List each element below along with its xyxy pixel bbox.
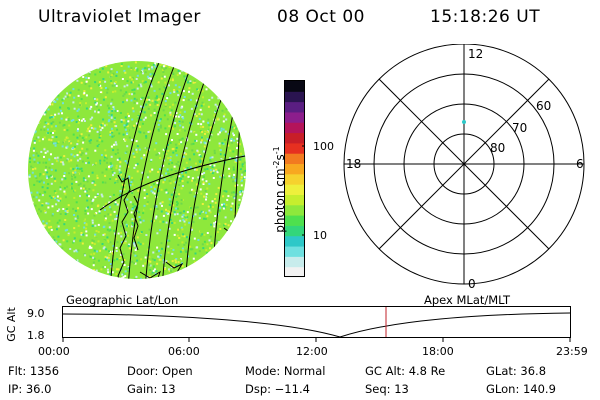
altplot-xticks	[62, 337, 571, 342]
caption-apex: Apex MLat/MLT	[424, 293, 511, 307]
colorbar-band	[285, 122, 304, 134]
spacecraft-position-marker	[462, 120, 466, 124]
colorbar-band	[285, 163, 304, 175]
polar-label-0: 0	[468, 277, 476, 291]
altplot-xtick-1200: 12:00	[296, 345, 328, 358]
colorbar-band	[285, 173, 304, 185]
altplot-ytick-1.8: 1.8	[27, 329, 45, 342]
altplot-xtick-1800: 18:00	[422, 345, 454, 358]
polar-label-12: 12	[468, 47, 483, 61]
info-gc-alt: GC Alt: 4.8 Re	[365, 364, 446, 378]
altplot-xtick-0000: 00:00	[38, 345, 70, 358]
altplot-frame	[62, 306, 571, 338]
info-gain: Gain: 13	[127, 382, 176, 396]
info-mode: Mode: Normal	[245, 364, 326, 378]
colorbar-band	[285, 246, 304, 257]
colorbar-unit-label: photon cm-2s-1	[271, 146, 287, 233]
colorbar-band	[285, 184, 304, 195]
colorbar-band	[285, 91, 304, 103]
info-ip: IP: 36.0	[8, 382, 52, 396]
info-glat: GLat: 36.8	[486, 364, 547, 378]
colorbar	[284, 80, 305, 278]
altplot-xtick-0600: 06:00	[168, 345, 200, 358]
colorbar-band	[285, 142, 304, 154]
time-label: 15:18:26 UT	[430, 7, 541, 27]
altitude-plot	[62, 306, 571, 342]
caption-geographic: Geographic Lat/Lon	[66, 293, 179, 307]
polar-diagonal-2	[378, 78, 550, 250]
polar-label-6: 6	[576, 157, 584, 171]
polar-lat-label-80: 80	[490, 141, 505, 155]
colorbar-band	[285, 132, 304, 144]
polar-plot: 12 18 6 0 60 70 80	[343, 44, 585, 291]
polar-lat-label-60: 60	[536, 99, 551, 113]
colorbar-band	[285, 256, 304, 268]
info-seq: Seq: 13	[365, 382, 409, 396]
colorbar-band	[285, 204, 304, 216]
colorbar-tick-100: 100	[313, 140, 334, 153]
colorbar-band	[285, 235, 304, 247]
info-dsp: Dsp: −11.4	[245, 382, 310, 396]
colorbar-band	[285, 101, 304, 113]
altplot-ytick-9: 9.0	[27, 307, 45, 320]
polar-lat-label-70: 70	[512, 121, 527, 135]
colorbar-band	[285, 81, 304, 92]
polar-label-18: 18	[346, 157, 361, 171]
info-glon: GLon: 140.9	[486, 382, 556, 396]
colorbar-band	[285, 266, 304, 278]
altplot-ylabel: GC Alt	[4, 307, 18, 342]
colorbar-band	[285, 225, 304, 237]
info-door: Door: Open	[127, 364, 193, 378]
instrument-title: Ultraviolet Imager	[38, 7, 201, 27]
colorbar-band	[285, 111, 304, 123]
colorbar-tick-10: 10	[313, 229, 327, 242]
info-flt: Flt: 1356	[8, 364, 60, 378]
uv-globe-image	[28, 61, 246, 279]
colorbar-band	[285, 215, 304, 226]
altplot-xtick-2359: 23:59	[556, 345, 588, 358]
date-label: 08 Oct 00	[277, 7, 365, 27]
altitude-curve	[62, 312, 571, 338]
colorbar-band	[285, 153, 304, 165]
colorbar-band	[285, 194, 304, 206]
